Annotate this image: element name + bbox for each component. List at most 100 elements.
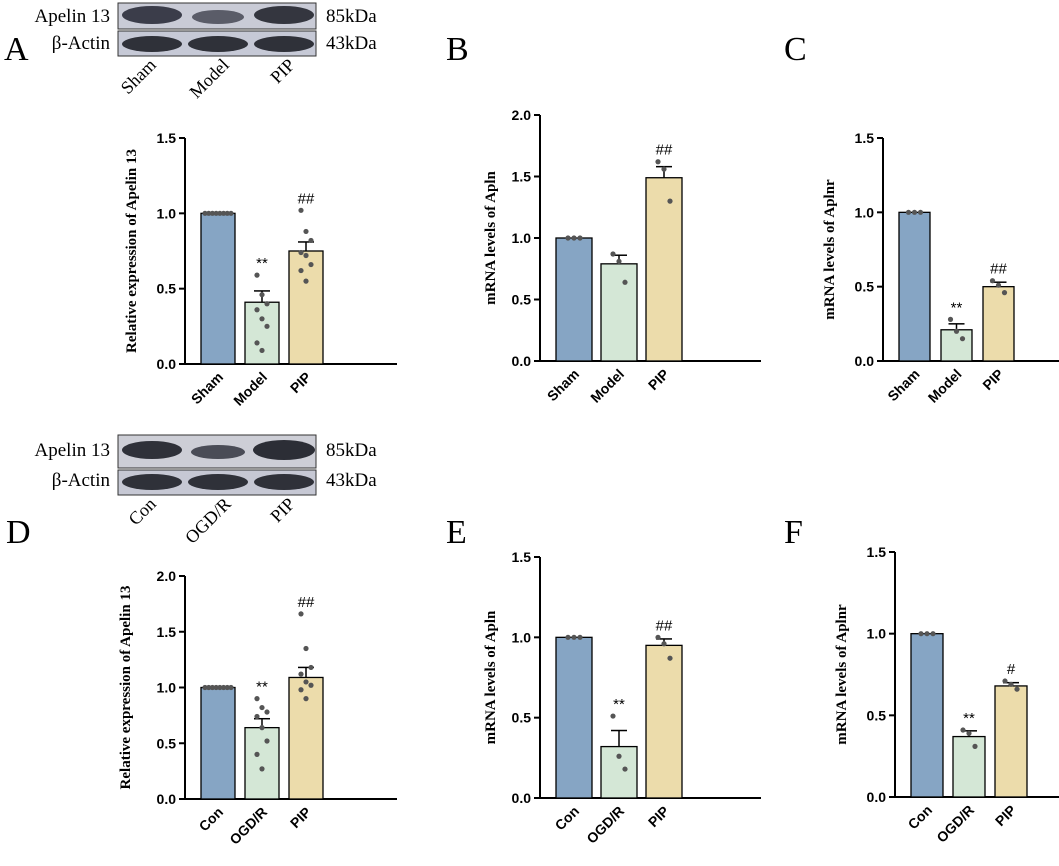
data-point [220,210,227,216]
bar-model [940,329,973,362]
y-axis-label: mRNA levels of Aplnr [822,179,838,320]
western-blot-1: Apelin 13 β-Actin 85kDa 43kDa Sham Model… [35,2,377,102]
y-tick-label: 1.5 [512,169,532,185]
blot2-band-apelin-ogdr [191,445,245,459]
blot1-row2-size: 43kDa [326,33,377,54]
blot2-row2-size: 43kDa [326,470,377,491]
data-point [303,679,309,685]
y-tick-label: 0.5 [157,735,177,751]
data-point [966,730,972,736]
data-point [303,696,309,702]
data-point [308,261,314,268]
data-point [565,235,571,241]
data-point [1002,678,1008,684]
y-tick-label: 1.5 [855,130,875,146]
significance-marker: # [1007,661,1016,678]
y-tick-label: 0.0 [867,789,887,805]
blot2-lane-pip: PIP [266,494,299,527]
blot2-row1-size: 85kDa [326,440,377,461]
data-point [298,249,304,256]
significance-marker: ** [951,299,963,316]
data-point [264,709,270,715]
y-tick-label: 1.5 [867,544,887,560]
blot1-row1-size: 85kDa [326,6,377,27]
data-point [610,251,616,257]
data-point [259,766,265,772]
significance-marker: ## [298,594,315,611]
y-tick-label: 0.5 [157,281,177,297]
data-point [303,252,309,259]
significance-marker: ## [990,261,1007,278]
data-point [947,316,954,322]
bar-pip [994,685,1028,798]
blot2-band-actin-ogdr [188,474,248,490]
data-point [303,278,309,284]
data-point [577,235,583,241]
y-tick-label: 1.0 [855,204,875,220]
data-point [298,207,304,213]
data-point [667,198,673,204]
y-tick-label: 1.0 [512,629,532,645]
chart-a: 0.0 0.5 1.0 1.5 Relative expression of Apeli… [124,130,397,409]
data-point [259,347,265,354]
y-tick-label: 0.0 [157,791,177,807]
data-point [298,611,304,617]
data-point [259,704,265,711]
panel-label-c: C [784,31,807,68]
y-tick-label: 1.5 [157,624,177,640]
bar-ogdr [952,735,986,798]
panel-label-d: D [6,514,31,551]
data-point [622,279,628,285]
significance-marker: ** [256,679,268,696]
y-axis-label: Relative expression of Apelin 13 [118,586,134,790]
data-point [220,684,227,691]
data-point [259,292,265,298]
x-category-label: Model [925,366,965,406]
data-point [960,727,966,733]
data-point [264,323,270,329]
data-point [202,210,208,216]
x-category-label: PIP [645,803,672,830]
data-point [202,684,208,691]
data-point [224,684,230,691]
bar-pip [645,644,683,799]
significance-marker: ** [256,255,268,272]
data-point [911,209,918,215]
y-tick-label: 0.0 [855,353,875,369]
blot2-lane-ogdr: OGD/R [181,494,235,548]
data-point [213,210,219,216]
data-point [953,328,960,334]
data-point [930,631,936,637]
blot2-band-actin-pip [254,474,314,490]
data-point [217,684,223,691]
y-tick-label: 0.5 [855,279,875,295]
blot1-lane-pip: PIP [266,55,299,88]
data-point [959,336,966,342]
data-point [264,301,270,307]
panel-label-b: B [446,31,469,68]
data-point [308,682,314,688]
data-point [254,696,260,702]
bar-sham [200,212,236,365]
bar-pip [982,286,1015,362]
data-point [1001,290,1008,296]
data-point [565,634,571,640]
blot1-band-apelin-sham [122,6,182,24]
y-tick-label: 2.0 [512,107,532,123]
y-tick-label: 0.5 [512,710,532,726]
blot1-band-apelin-pip [254,6,314,24]
data-point [917,209,924,215]
bar-pip [288,250,324,365]
data-point [228,684,234,691]
x-category-label: Model [587,366,627,406]
data-point [622,766,628,772]
blot1-band-actin-model [188,36,248,52]
data-point [213,684,219,691]
blot2-band-actin-con [122,474,182,490]
blot1-lane-model: Model [185,55,232,102]
data-point [206,684,212,691]
data-point [298,687,304,693]
data-point [209,210,216,216]
y-tick-label: 0.5 [512,292,532,308]
